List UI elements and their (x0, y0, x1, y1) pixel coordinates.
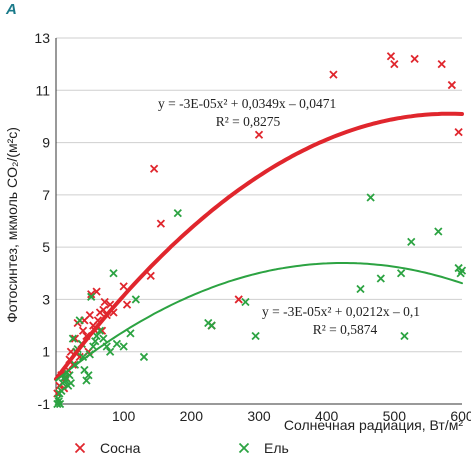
legend-label: Ель (264, 440, 289, 456)
axes (55, 38, 462, 405)
trendline-equation: y = -3E-05x² + 0,0212x – 0,1 (262, 304, 420, 319)
data-point (57, 386, 66, 396)
legend-marker (238, 442, 250, 454)
data-point (75, 316, 84, 325)
legend-label: Сосна (100, 440, 141, 456)
data-point (329, 70, 338, 79)
data-point (434, 227, 443, 236)
data-point (89, 342, 98, 351)
x-tick-label: 100 (112, 408, 136, 424)
data-point (55, 399, 65, 409)
gridlines (56, 37, 462, 353)
data-point (99, 334, 108, 343)
data-point (92, 331, 101, 341)
data-point (82, 376, 91, 385)
data-point (366, 193, 375, 202)
data-point (437, 60, 446, 69)
data-point (234, 295, 243, 304)
data-point (119, 282, 128, 291)
data-point (109, 269, 118, 278)
data-point (139, 352, 149, 362)
data-point (146, 271, 155, 281)
data-point (457, 266, 467, 275)
data-point (119, 342, 128, 351)
data-point (78, 352, 88, 362)
data-point (87, 292, 96, 301)
data-point (149, 164, 159, 173)
data-point (356, 284, 365, 294)
trendlines (54, 111, 464, 382)
y-tick-label: 7 (42, 187, 50, 203)
y-tick-label: 3 (42, 291, 50, 307)
legend-marker (74, 442, 86, 454)
data-point (66, 378, 76, 388)
data-point (112, 339, 122, 349)
data-point (407, 237, 416, 247)
data-point (400, 331, 409, 341)
trendline-r2: R² = 0,8275 (216, 114, 281, 129)
data-point (122, 300, 132, 309)
data-point (447, 80, 456, 90)
data-point (390, 60, 399, 69)
data-point (85, 310, 94, 320)
trendline (55, 262, 463, 382)
x-axis-label: Солнечная радиация, Вт/м² (284, 417, 463, 433)
x-tick-label: 200 (180, 408, 204, 424)
x-tick-label: 300 (247, 408, 271, 424)
data-point (254, 130, 264, 139)
trendline (54, 111, 464, 382)
data-point (105, 347, 115, 356)
data-point (100, 297, 109, 307)
data-point (126, 329, 135, 338)
data-point (65, 371, 74, 380)
data-point (251, 331, 260, 341)
panel-letter: A (5, 1, 17, 18)
data-point (396, 269, 406, 278)
data-point (241, 297, 250, 307)
y-tick-label: 13 (34, 30, 50, 46)
data-point (70, 334, 80, 343)
data-point (207, 321, 216, 330)
legend: Сосна Ель (74, 440, 289, 456)
trendline-r2: R² = 0,5874 (313, 322, 378, 337)
x-tick-label: 500 (383, 408, 407, 424)
data-point (376, 274, 385, 283)
y-tick-label: 9 (42, 135, 50, 151)
data-point (87, 290, 96, 299)
x-tick-label: 600 (450, 408, 471, 424)
data-point (454, 127, 463, 137)
data-point (173, 209, 182, 218)
data-point (386, 52, 396, 61)
y-tick-label: 11 (35, 82, 50, 98)
y-tick-label: 1 (42, 344, 50, 360)
y-axis-label: Фотосинтез, мкмоль CO₂/(м²с) (4, 127, 20, 323)
data-point (156, 219, 166, 228)
x-tick-label: 400 (315, 408, 339, 424)
y-tick-label: 5 (42, 239, 50, 255)
data-point (131, 295, 140, 304)
data-point (78, 326, 88, 335)
trendline-equations: y = -3E-05x² + 0,0349x – 0,0471 R² = 0,82… (158, 96, 420, 337)
data-point (410, 54, 419, 64)
y-tick-label: -1 (38, 396, 51, 412)
data-point (84, 371, 93, 380)
data-point (68, 334, 78, 343)
data-point (99, 305, 108, 315)
trendline-equation: y = -3E-05x² + 0,0349x – 0,0471 (158, 96, 336, 111)
